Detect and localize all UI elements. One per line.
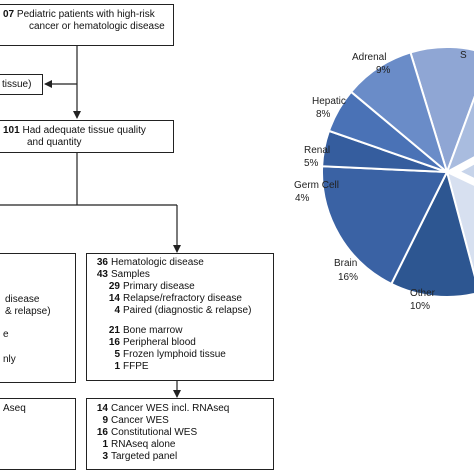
heme-assay-count: 9 bbox=[102, 415, 108, 426]
adequate-count: 101 bbox=[3, 125, 20, 136]
pie-label-adrenal: Adrenal bbox=[352, 52, 386, 63]
heme-label: Samples bbox=[111, 269, 150, 280]
heme-count: 1 bbox=[114, 361, 120, 372]
pie-pct-germ-cell: 4% bbox=[295, 193, 310, 204]
adequate-text1: Had adequate tissue quality bbox=[22, 125, 146, 136]
enrolled-line1: 07 Pediatric patients with high-risk bbox=[3, 9, 169, 21]
heme-assay-label: Cancer WES bbox=[111, 415, 169, 426]
heme-label: FFPE bbox=[123, 361, 149, 372]
heme-row: 36 Hematologic disease bbox=[90, 257, 270, 269]
box-hematologic: 36 Hematologic disease 43 Samples 29 Primary … bbox=[86, 253, 274, 381]
heme-assay-row: 1 RNAseq alone bbox=[90, 439, 270, 451]
left-detail-4: nly bbox=[3, 354, 16, 365]
enrolled-count: 07 bbox=[3, 9, 15, 20]
heme-count: 36 bbox=[96, 257, 108, 268]
enrolled-text1: Pediatric patients with high-risk bbox=[16, 9, 155, 20]
heme-assay-row: 3 Targeted panel bbox=[90, 451, 270, 463]
pie-label-germ-cell: Germ Cell bbox=[294, 180, 339, 191]
box-heme-assays: 14 Cancer WES incl. RNAseq 9 Cancer WES 16 Co… bbox=[86, 398, 274, 470]
heme-count: 5 bbox=[114, 349, 120, 360]
box-enrolled: 07 Pediatric patients with high-risk can… bbox=[0, 4, 174, 46]
heme-count: 4 bbox=[114, 305, 120, 316]
pie-slice-2 bbox=[456, 162, 474, 180]
heme-assay-label: Constitutional WES bbox=[111, 427, 198, 438]
heme-assay-count: 1 bbox=[102, 439, 108, 450]
heme-label: Frozen lymphoid tissue bbox=[123, 349, 226, 360]
heme-row: 29 Primary disease bbox=[90, 281, 270, 293]
excluded-text: tissue) bbox=[2, 79, 32, 90]
heme-row: 4 Paired (diagnostic & relapse) bbox=[90, 305, 270, 317]
heme-assay-count: 14 bbox=[96, 403, 108, 414]
pie-pct-hepatic: 8% bbox=[316, 109, 331, 120]
pie-slice-3 bbox=[445, 170, 474, 278]
adequate-line1: 101 Had adequate tissue quality bbox=[3, 125, 169, 137]
heme-row: 5 Frozen lymphoid tissue bbox=[90, 349, 270, 361]
box-left-details: disease & relapse) e nly bbox=[0, 253, 76, 383]
heme-label: Hematologic disease bbox=[111, 257, 204, 268]
pie-label-hepatic: Hepatic bbox=[312, 96, 346, 107]
heme-assay-label: RNAseq alone bbox=[111, 439, 176, 450]
box-adequate: 101 Had adequate tissue quality and quan… bbox=[0, 120, 174, 153]
heme-assay-row: 9 Cancer WES bbox=[90, 415, 270, 427]
heme-assay-row: 16 Constitutional WES bbox=[90, 427, 270, 439]
heme-row: 16 Peripheral blood bbox=[90, 337, 270, 349]
heme-label: Paired (diagnostic & relapse) bbox=[123, 305, 252, 316]
heme-label: Relapse/refractory disease bbox=[123, 293, 242, 304]
pie-slice-hepatic bbox=[349, 51, 449, 175]
box-excluded: tissue) bbox=[0, 74, 43, 95]
left-detail-3: e bbox=[3, 329, 9, 340]
adequate-line2: and quantity bbox=[27, 137, 82, 148]
pie-label-renal: Renal bbox=[304, 145, 330, 156]
enrolled-line2: cancer or hematologic disease bbox=[29, 21, 165, 32]
box-left-assays: Aseq bbox=[0, 398, 76, 470]
heme-label: Primary disease bbox=[123, 281, 195, 292]
pie-pct-other: 10% bbox=[410, 301, 430, 312]
heme-count: 16 bbox=[108, 337, 120, 348]
heme-assay-count: 3 bbox=[102, 451, 108, 462]
pie-pct-renal: 5% bbox=[304, 158, 319, 169]
pie-slice-s bbox=[445, 95, 474, 175]
left-detail-1: disease bbox=[5, 294, 40, 305]
pie-label-other: Other bbox=[410, 288, 436, 299]
pie-pct-brain: 16% bbox=[338, 272, 358, 283]
pie-slice-brain bbox=[321, 165, 449, 286]
pie-slice-other bbox=[389, 169, 474, 298]
heme-count: 43 bbox=[96, 269, 108, 280]
heme-count: 14 bbox=[108, 293, 120, 304]
left-assay-1: Aseq bbox=[3, 403, 26, 414]
heme-count: 29 bbox=[108, 281, 120, 292]
heme-row: 1 FFPE bbox=[90, 361, 270, 373]
heme-count: 21 bbox=[108, 325, 120, 336]
heme-assay-count: 16 bbox=[96, 427, 108, 438]
heme-row: 14 Relapse/refractory disease bbox=[90, 293, 270, 305]
heme-assay-label: Targeted panel bbox=[111, 451, 178, 462]
heme-assay-row: 14 Cancer WES incl. RNAseq bbox=[90, 403, 270, 415]
pie-label-s: S bbox=[460, 50, 467, 61]
heme-row: 21 Bone marrow bbox=[90, 325, 270, 337]
heme-assay-label: Cancer WES incl. RNAseq bbox=[111, 403, 230, 414]
heme-label: Peripheral blood bbox=[123, 337, 196, 348]
left-detail-2: & relapse) bbox=[5, 306, 51, 317]
heme-row: 43 Samples bbox=[90, 269, 270, 281]
pie-pct-adrenal: 9% bbox=[376, 65, 391, 76]
pie-label-brain: Brain bbox=[334, 258, 357, 269]
heme-label: Bone marrow bbox=[123, 325, 183, 336]
